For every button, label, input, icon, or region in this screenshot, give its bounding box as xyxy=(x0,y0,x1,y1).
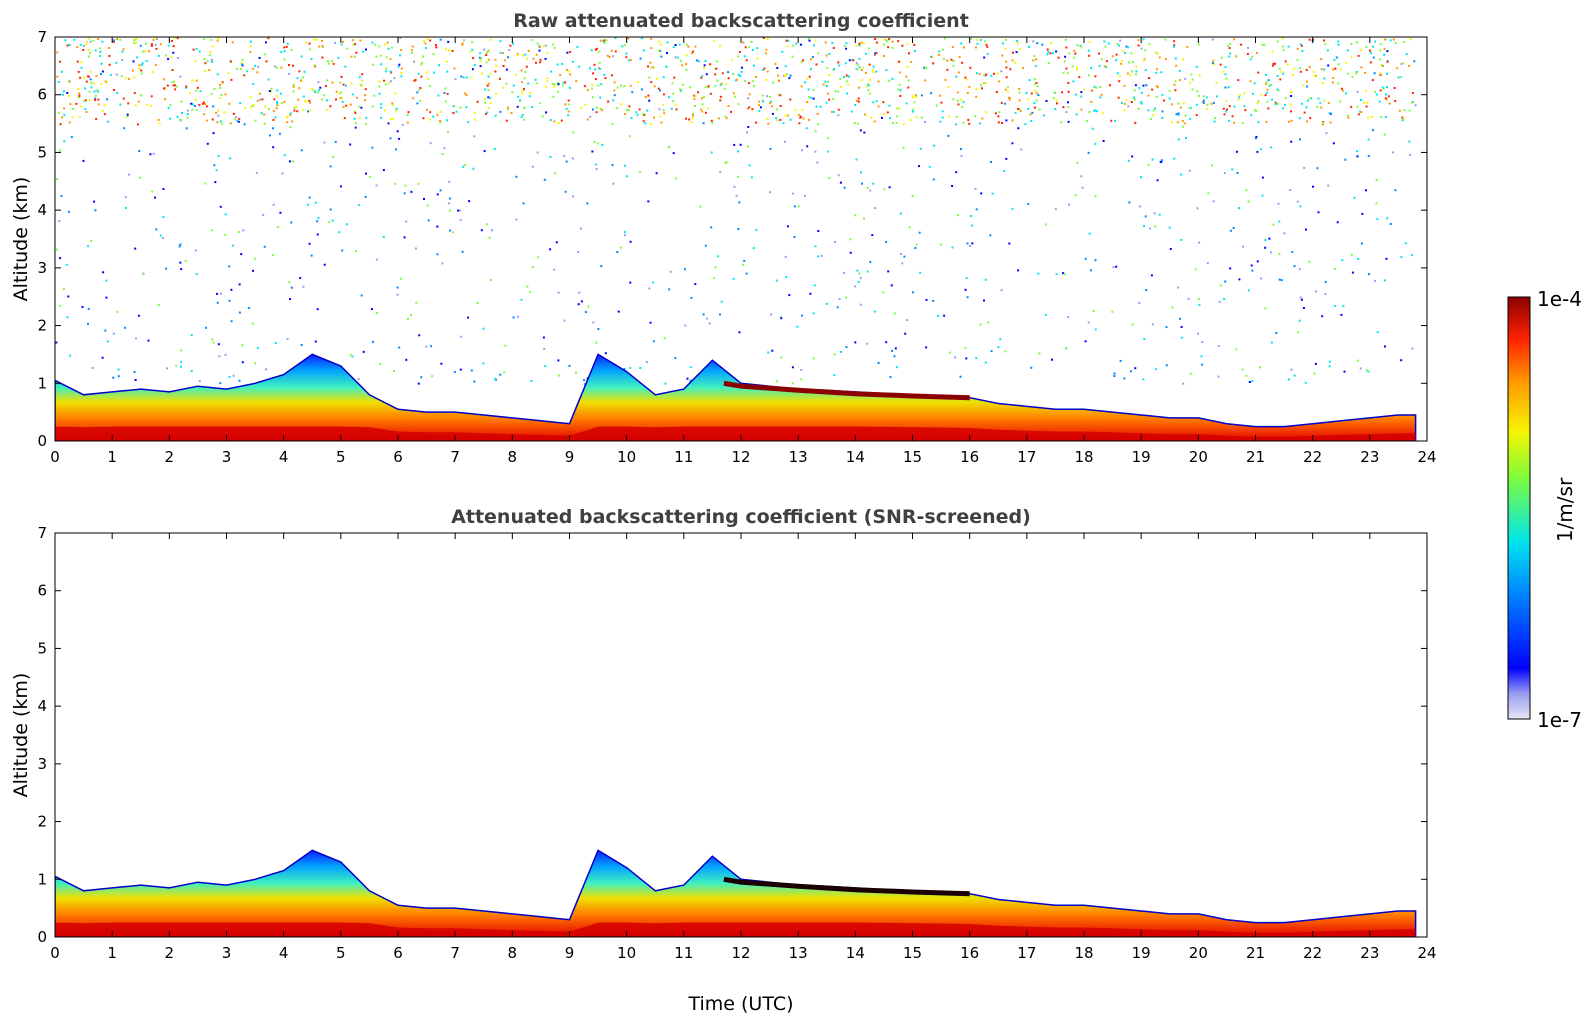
x-tick-label: 2 xyxy=(165,944,175,962)
colorbar-max-label: 1e-4 xyxy=(1537,287,1582,311)
x-tick-label: 15 xyxy=(903,448,922,466)
y-tick-label: 4 xyxy=(37,201,47,219)
x-tick-label: 11 xyxy=(674,448,693,466)
x-tick-label: 0 xyxy=(50,944,60,962)
x-tick-label: 16 xyxy=(960,448,979,466)
x-tick-label: 15 xyxy=(903,944,922,962)
x-tick-label: 22 xyxy=(1303,448,1322,466)
x-tick-label: 17 xyxy=(1017,944,1036,962)
y-tick-label: 0 xyxy=(37,928,47,946)
x-tick-label: 18 xyxy=(1074,944,1093,962)
x-tick-label: 6 xyxy=(393,448,403,466)
x-tick-label: 12 xyxy=(731,944,750,962)
colorbar-unit-label: 1/m/sr xyxy=(1553,477,1577,542)
x-tick-label: 10 xyxy=(617,944,636,962)
y-tick-label: 7 xyxy=(37,28,47,46)
surface-layer-band xyxy=(55,426,1416,441)
y-tick-label: 0 xyxy=(37,432,47,450)
surface-layer-band xyxy=(55,922,1416,937)
x-tick-label: 5 xyxy=(336,944,346,962)
y-tick-label: 5 xyxy=(37,639,47,657)
heatmap-area xyxy=(55,849,1417,937)
elevated-layer-line xyxy=(723,876,970,897)
x-tick-label: 13 xyxy=(789,944,808,962)
x-tick-label: 20 xyxy=(1189,944,1208,962)
x-tick-label: 7 xyxy=(450,944,460,962)
x-tick-label: 12 xyxy=(731,448,750,466)
heatmap-area xyxy=(55,37,1417,441)
x-tick-label: 19 xyxy=(1132,448,1151,466)
y-tick-label: 1 xyxy=(37,374,47,392)
y-tick-label: 6 xyxy=(37,86,47,104)
x-tick-label: 0 xyxy=(50,448,60,466)
x-tick-label: 20 xyxy=(1189,448,1208,466)
x-tick-label: 8 xyxy=(508,448,518,466)
y-tick-label: 5 xyxy=(37,143,47,161)
elevated-layer-line xyxy=(723,380,970,401)
x-tick-label: 2 xyxy=(165,448,175,466)
x-tick-label: 9 xyxy=(565,448,575,466)
y-tick-label: 6 xyxy=(37,582,47,600)
y-tick-label: 4 xyxy=(37,697,47,715)
x-tick-label: 9 xyxy=(565,944,575,962)
y-axis-label: Altitude (km) xyxy=(10,673,32,798)
x-tick-label: 21 xyxy=(1246,448,1265,466)
x-axis-label: Time (UTC) xyxy=(687,993,793,1015)
x-tick-label: 13 xyxy=(789,448,808,466)
x-tick-label: 3 xyxy=(222,944,232,962)
x-tick-label: 1 xyxy=(107,944,117,962)
x-tick-label: 14 xyxy=(846,944,865,962)
x-tick-label: 14 xyxy=(846,448,865,466)
y-tick-label: 1 xyxy=(37,870,47,888)
y-axis: 0 1 2 3 4 5 6 7 xyxy=(37,524,1427,946)
x-tick-label: 6 xyxy=(393,944,403,962)
noise-speckle xyxy=(55,37,1417,386)
y-tick-label: 2 xyxy=(37,813,47,831)
x-tick-label: 16 xyxy=(960,944,979,962)
x-tick-label: 24 xyxy=(1417,448,1436,466)
y-tick-label: 7 xyxy=(37,524,47,542)
colorbar: 1e-4 1e-7 1/m/sr xyxy=(1507,287,1582,732)
panel-title: Attenuated backscattering coefficient (S… xyxy=(451,506,1031,528)
x-axis: 0 1 2 3 4 5 6 7 8 9 10 11 12 13 14 15 16 17 18 19 20 21 22 23 24 xyxy=(50,37,1437,466)
x-tick-label: 22 xyxy=(1303,944,1322,962)
y-tick-label: 3 xyxy=(37,755,47,773)
x-tick-label: 4 xyxy=(279,448,289,466)
x-tick-label: 4 xyxy=(279,944,289,962)
plot-frame xyxy=(54,532,1428,938)
x-tick-label: 19 xyxy=(1132,944,1151,962)
y-axis-label: Altitude (km) xyxy=(10,177,32,302)
x-tick-label: 24 xyxy=(1417,944,1436,962)
colorbar-min-label: 1e-7 xyxy=(1537,708,1582,732)
panel-raw: Raw attenuated backscattering coefficien… xyxy=(10,10,1437,466)
x-tick-label: 21 xyxy=(1246,944,1265,962)
x-tick-label: 18 xyxy=(1074,448,1093,466)
x-tick-label: 7 xyxy=(450,448,460,466)
y-tick-label: 2 xyxy=(37,317,47,335)
x-tick-label: 17 xyxy=(1017,448,1036,466)
x-tick-label: 5 xyxy=(336,448,346,466)
y-axis: 0 1 2 3 4 5 6 7 xyxy=(37,28,1427,450)
x-tick-label: 23 xyxy=(1360,944,1379,962)
x-tick-label: 3 xyxy=(222,448,232,466)
x-tick-label: 1 xyxy=(107,448,117,466)
x-tick-label: 11 xyxy=(674,944,693,962)
colorbar-ramp xyxy=(1507,296,1531,720)
x-tick-label: 10 xyxy=(617,448,636,466)
y-tick-label: 3 xyxy=(37,259,47,277)
x-axis: 0 1 2 3 4 5 6 7 8 9 10 11 12 13 14 15 16 17 18 19 20 21 22 23 24 xyxy=(50,533,1437,962)
x-tick-label: 23 xyxy=(1360,448,1379,466)
panel-title: Raw attenuated backscattering coefficien… xyxy=(513,10,969,32)
plot-frame xyxy=(54,36,1428,442)
x-tick-label: 8 xyxy=(508,944,518,962)
panel-screened: Attenuated backscattering coefficient (S… xyxy=(10,506,1437,1015)
